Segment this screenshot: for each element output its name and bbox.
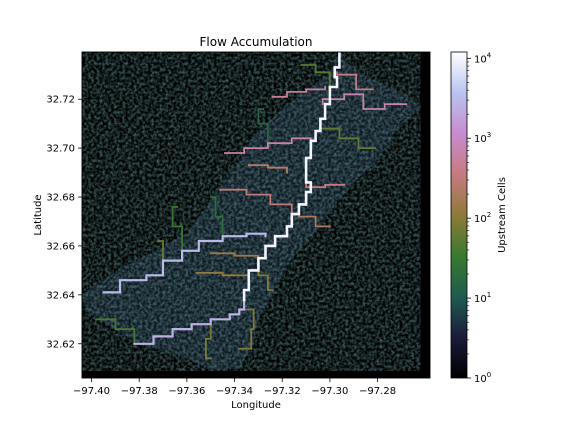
tributary-stream [157,240,164,262]
colorbar: 100 101 102 103 104 Upstream Cells [450,51,508,385]
stream-network [95,52,408,360]
y-tick-label: 32.68 [46,193,75,204]
chart-title: Flow Accumulation [200,35,313,49]
tributary-stream [257,108,269,145]
tributary-stream [247,164,288,174]
x-tick-label: −97.40 [73,386,110,397]
tributary-stream [224,137,312,154]
plot-area [81,51,431,379]
tributary-stream [271,86,326,98]
tributary-stream [336,71,374,91]
x-tick-label: −97.30 [311,386,348,397]
y-tick-label: 32.64 [46,290,75,301]
tributary-stream [300,64,331,88]
y-tick-label: 32.70 [46,144,75,155]
x-tick-label: −97.34 [216,386,253,397]
colorbar-ticks: 100 101 102 103 104 [467,51,492,385]
colorbar-gradient [450,51,468,379]
tributary-stream [102,232,267,294]
y-tick-label: 32.66 [46,241,75,252]
x-axis: −97.40 −97.38 −97.36 −97.34 −97.32 −97.30 −97.… [73,378,396,397]
tributary-stream [171,205,183,252]
tributary-stream [209,252,260,260]
tributary-stream [219,188,293,215]
x-tick-label: −97.36 [168,386,205,397]
tributary-stream [205,318,212,360]
y-axis-label: Latitude [33,194,44,235]
y-tick-label: 32.62 [46,339,75,350]
colorbar-tick-label: 102 [474,211,491,225]
colorbar-tick-label: 103 [474,131,491,145]
tributary-stream [95,318,136,345]
main-channel [242,52,341,301]
watershed-texture [82,52,421,371]
tributary-stream [305,181,346,189]
colorbar-tick-label: 101 [474,291,491,305]
colorbar-tick-label: 100 [474,371,491,385]
tributary-stream [209,196,224,238]
x-tick-label: −97.38 [121,386,158,397]
colorbar-label: Upstream Cells [497,177,508,253]
tributary-stream [133,298,246,345]
y-tick-label: 32.72 [46,95,75,106]
x-tick-label: −97.28 [359,386,396,397]
x-tick-label: −97.32 [264,386,301,397]
y-axis: 32.62 32.64 32.66 32.68 32.70 32.72 [46,95,82,350]
x-axis-label: Longitude [231,400,281,411]
colorbar-tick-label: 104 [474,51,492,65]
plot-frame [81,51,431,379]
